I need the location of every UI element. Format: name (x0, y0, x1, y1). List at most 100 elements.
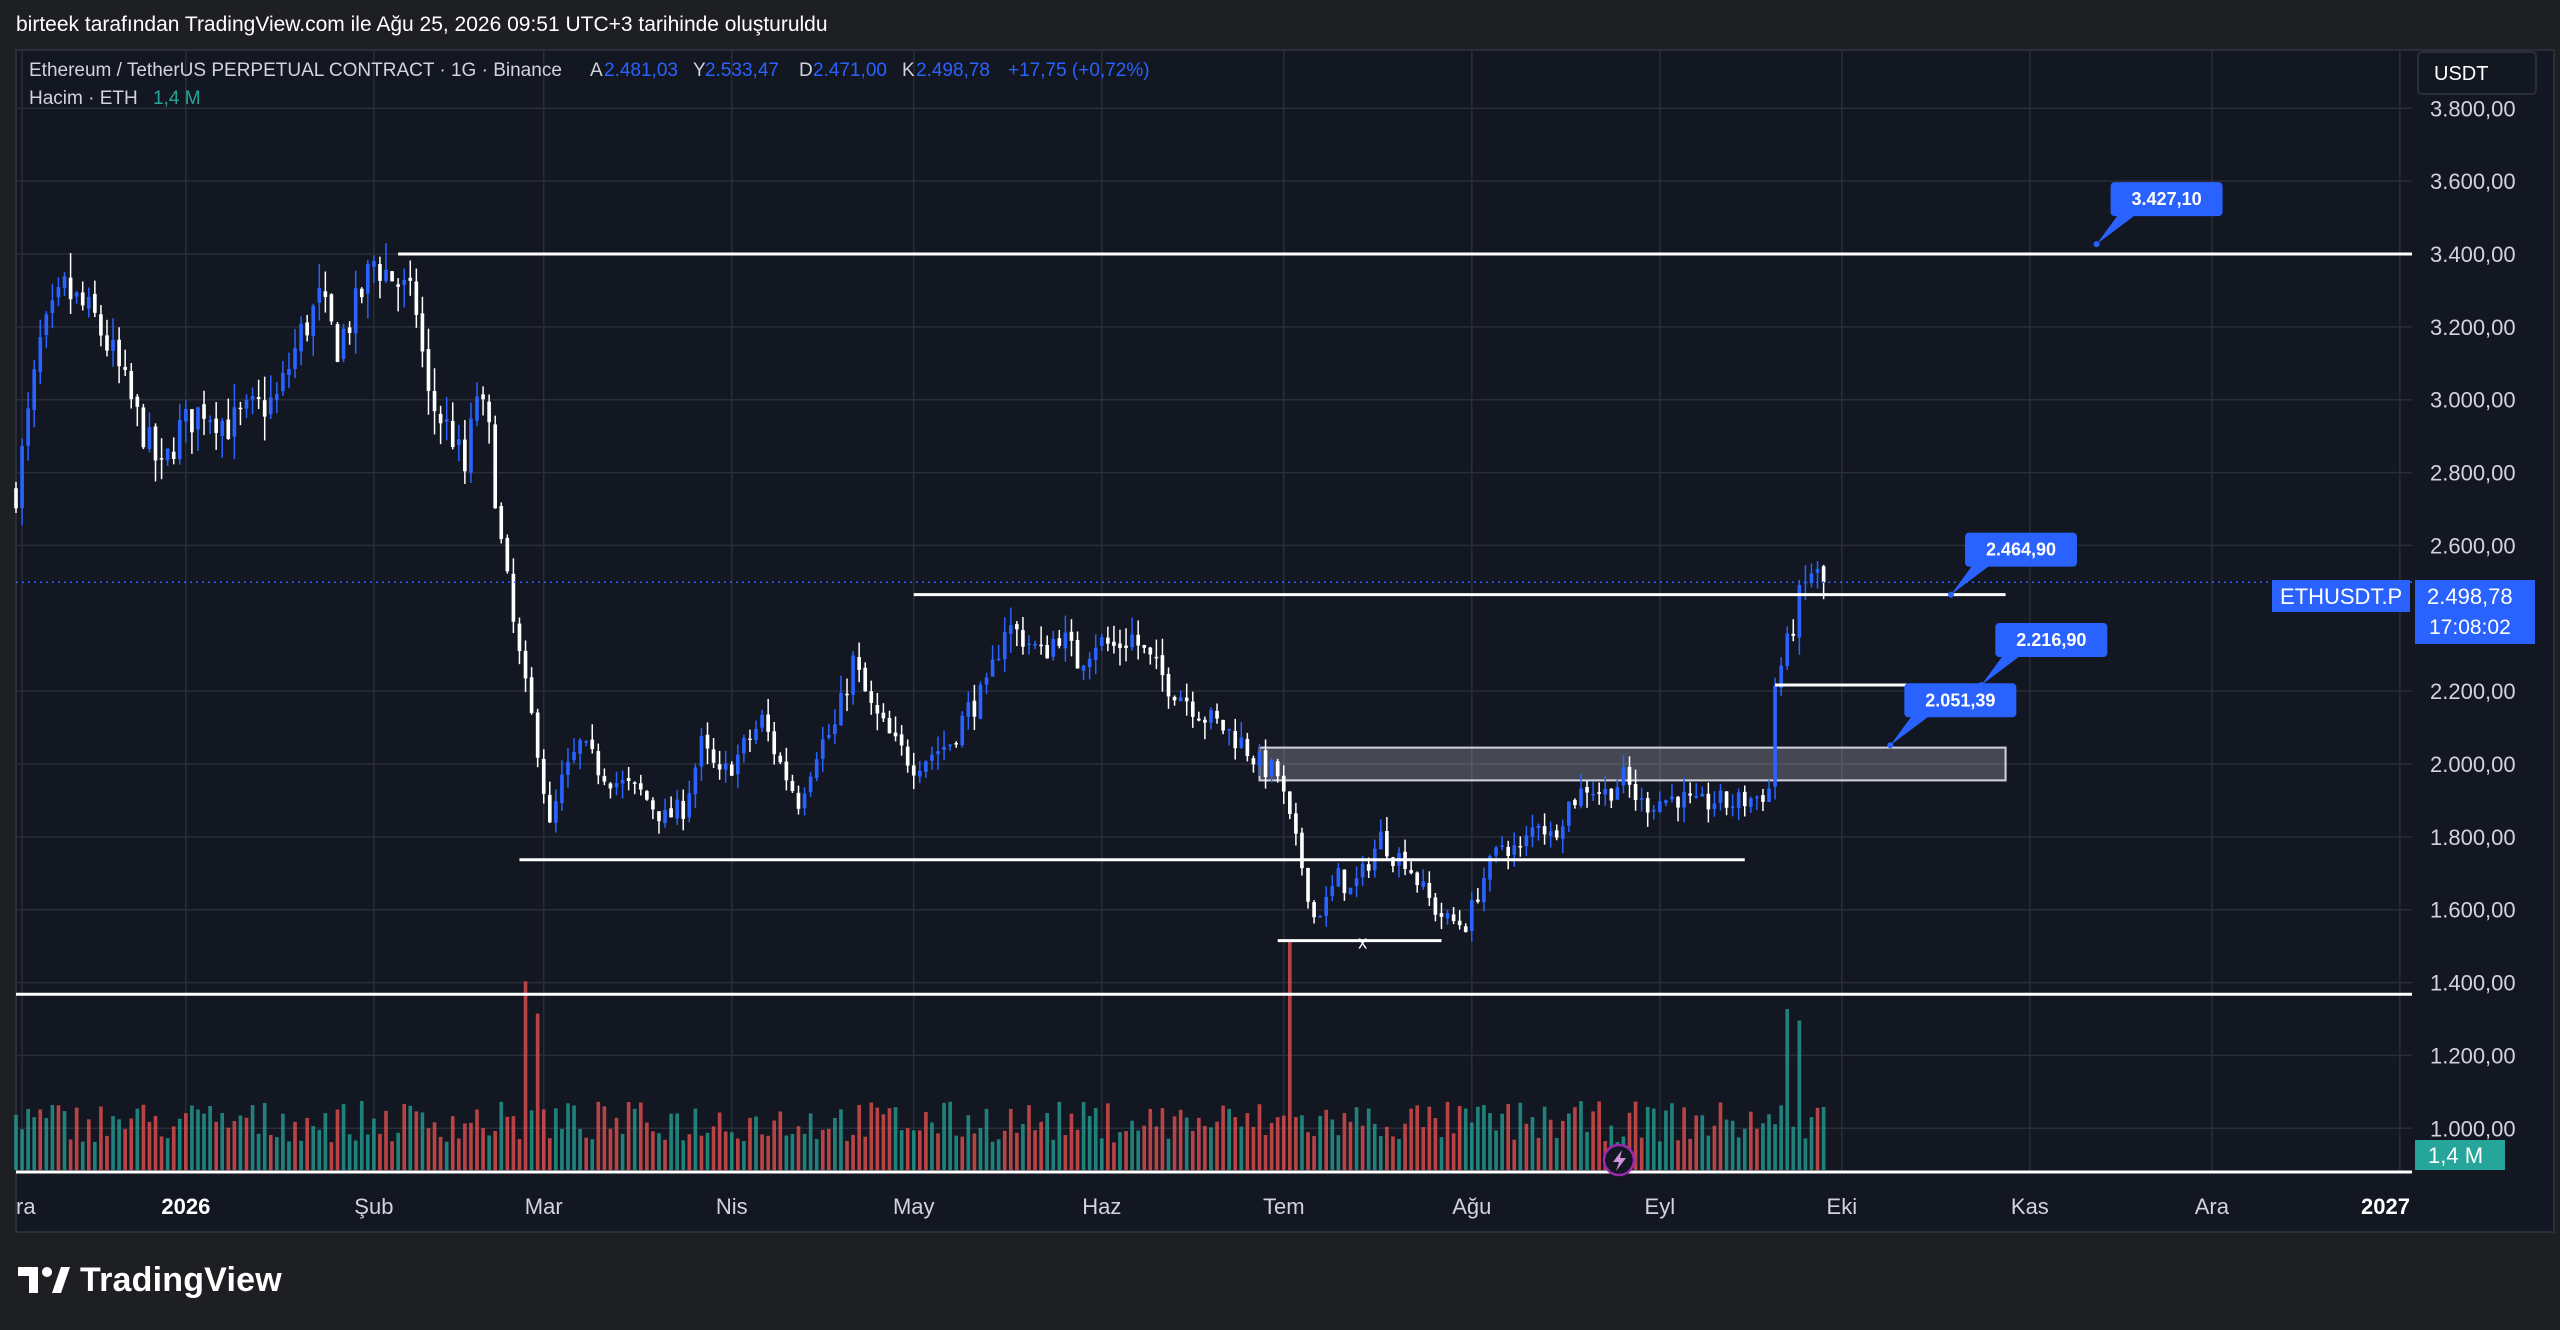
volume-bar (56, 1105, 61, 1170)
zone-rect[interactable] (1258, 746, 2007, 782)
callout-box[interactable] (1964, 532, 2077, 567)
volume-bar (748, 1117, 752, 1170)
candle-body (1645, 798, 1650, 813)
volume-bar (232, 1121, 237, 1170)
tradingview-logo[interactable]: TradingView (18, 1260, 282, 1300)
lightning-icon-bolt[interactable] (1613, 1150, 1626, 1171)
candle-body (1767, 788, 1771, 802)
legend-change: +17,75 (+0,72%) (1008, 60, 1150, 81)
callout-anchor[interactable] (1947, 591, 1954, 598)
currency-button[interactable]: USDT (2417, 51, 2537, 95)
volume-bar (620, 1133, 625, 1170)
candle-body (1112, 641, 1116, 646)
candle-body (74, 292, 79, 297)
tradingview-wordmark[interactable]: TradingView (80, 1260, 282, 1299)
volume-bar (1633, 1101, 1638, 1170)
horizontal-levels[interactable]: x (16, 252, 2412, 1174)
volume-bar (177, 1118, 182, 1170)
currency-button-label[interactable]: USDT (2434, 63, 2488, 85)
volume-bar (80, 1141, 85, 1170)
volume-bar (960, 1136, 965, 1170)
candle-body (924, 761, 928, 772)
volume-bar (517, 1139, 522, 1170)
price-callouts[interactable]: 3.427,10 2.464,90 2.216,90 2.051,39 (1887, 182, 2223, 749)
volume-bar (1190, 1130, 1195, 1170)
volume-bar (905, 1128, 910, 1170)
candle-body (1797, 585, 1802, 638)
callout-anchor[interactable] (2093, 241, 2100, 248)
candle-body (220, 420, 225, 436)
candle-body (857, 657, 861, 670)
candle-body (1494, 847, 1498, 856)
callout-box[interactable] (1904, 683, 2017, 718)
candle-body (262, 400, 267, 417)
volume-bar (444, 1141, 449, 1170)
volume-bar (560, 1128, 564, 1170)
time-axis[interactable]: ra 2026 Şub Mar Nis May Haz Tem Ağu Eyl Eki Kas Ara 2… (16, 1194, 2410, 1219)
candle-body (1324, 896, 1329, 916)
candle-body (1609, 788, 1614, 801)
volume-bar (1512, 1139, 1517, 1170)
candle-body (226, 419, 231, 440)
volume-bar (1688, 1138, 1692, 1170)
y-tick-label: 1.200,00 (2430, 1043, 2516, 1068)
price-axis[interactable]: 3.800,00 3.600,00 3.400,00 3.200,00 3.000,00… (2430, 96, 2516, 1141)
volume-bar (1700, 1115, 1705, 1170)
candle-body (1524, 835, 1529, 847)
volume-bar (911, 1130, 916, 1170)
volume-bar (990, 1141, 995, 1170)
volume-bar (463, 1123, 467, 1170)
chart-container[interactable]: x 3.427,10 2.464,90 2.216,90 2.051,39 3.800… (0, 48, 2560, 1234)
volume-bar (1530, 1117, 1535, 1170)
volume-bar (869, 1102, 874, 1170)
volume-tag: 1,4 M (2415, 1140, 2505, 1170)
candle-body (1445, 913, 1450, 919)
volume-bar (20, 1129, 24, 1170)
callout-label[interactable]: 2.464,90 (1986, 540, 2056, 560)
callout-label[interactable]: 2.051,39 (1925, 690, 1995, 710)
volume-bar (1500, 1113, 1504, 1170)
volume-bar (554, 1108, 558, 1170)
volume-bar (365, 1134, 370, 1170)
candle-body (493, 424, 498, 509)
volume-bar (881, 1114, 886, 1170)
callout-pointer[interactable] (2096, 214, 2137, 245)
legend-close-label: K (902, 60, 915, 81)
volume-bar (578, 1128, 582, 1170)
volume-bar (208, 1106, 212, 1170)
volume-bar (184, 1113, 188, 1170)
callout-pointer[interactable] (1981, 654, 2022, 685)
candle-body (1033, 643, 1037, 646)
lightning-icon[interactable] (1602, 1143, 1636, 1177)
callout-box[interactable] (1995, 622, 2108, 657)
candle-body (657, 811, 661, 822)
callout-label[interactable]: 3.427,10 (2132, 189, 2202, 209)
callout-box[interactable] (2110, 182, 2223, 217)
candle-body (1615, 787, 1620, 800)
volume-bar (863, 1136, 868, 1170)
candle-body (1500, 845, 1504, 847)
volume-bar (1257, 1104, 1262, 1170)
callout-label[interactable]: 2.216,90 (2016, 630, 2086, 650)
price-chart[interactable]: x 3.427,10 2.464,90 2.216,90 2.051,39 3.800… (0, 48, 2560, 1234)
candle-body (1342, 869, 1347, 894)
volume-bar (1166, 1138, 1171, 1170)
candle-body (899, 734, 904, 746)
callout-anchor[interactable] (1887, 742, 1894, 749)
volume-bar (1300, 1115, 1304, 1170)
candle-body (547, 794, 552, 823)
candle-body (1378, 831, 1383, 850)
candle-body (833, 724, 837, 734)
candle-body (1779, 665, 1783, 688)
candle-body (1457, 920, 1462, 926)
callout-pointer[interactable] (1890, 715, 1931, 746)
candle-body (645, 791, 649, 800)
volume-bar (572, 1105, 576, 1170)
candle-body (1603, 788, 1608, 795)
candle-body (1184, 697, 1189, 702)
currency-button-box[interactable] (2417, 51, 2537, 95)
callout-pointer[interactable] (1950, 564, 1991, 595)
tradingview-logo-icon[interactable] (18, 1265, 70, 1295)
candle-body (1209, 709, 1213, 723)
candle-body (1093, 647, 1098, 660)
